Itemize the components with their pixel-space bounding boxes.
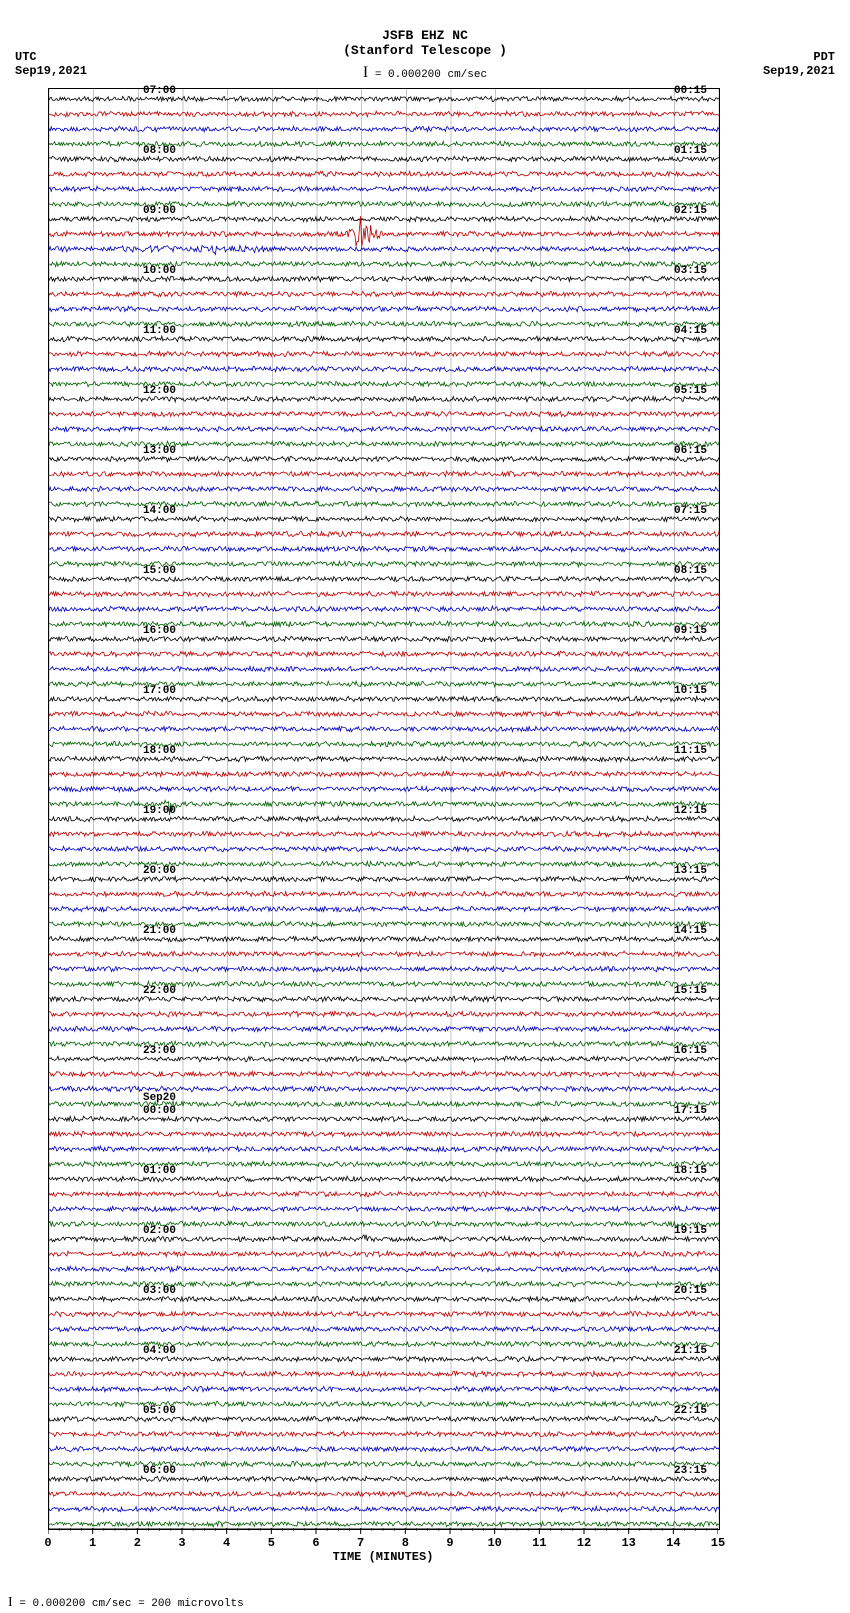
y-label-right: 21:15: [674, 1345, 707, 1357]
header: JSFB EHZ NC (Stanford Telescope ) I = 0.…: [0, 28, 850, 82]
y-label-right: 22:15: [674, 1405, 707, 1417]
y-label-left: 04:00: [143, 1345, 176, 1357]
y-label-left: 15:00: [143, 565, 176, 577]
y-label-right: 02:15: [674, 205, 707, 217]
y-label-right: 11:15: [674, 745, 707, 757]
y-label-right: 16:15: [674, 1045, 707, 1057]
y-label-right: 13:15: [674, 865, 707, 877]
y-label-left: 12:00: [143, 385, 176, 397]
y-label-left-date: Sep20: [143, 1092, 176, 1104]
y-label-right: 08:15: [674, 565, 707, 577]
x-tick-label: 3: [178, 1536, 185, 1550]
x-tick-label: 7: [357, 1536, 364, 1550]
x-tick-label: 14: [666, 1536, 680, 1550]
y-label-left: 05:00: [143, 1405, 176, 1417]
y-label-right: 20:15: [674, 1285, 707, 1297]
x-tick-label: 9: [446, 1536, 453, 1550]
y-label-left: 00:00: [143, 1105, 176, 1117]
y-label-left: 06:00: [143, 1465, 176, 1477]
x-axis-label: TIME (MINUTES): [48, 1550, 718, 1564]
x-tick-label: 10: [487, 1536, 501, 1550]
y-label-right: 07:15: [674, 505, 707, 517]
y-label-right: 19:15: [674, 1225, 707, 1237]
x-tick-label: 2: [134, 1536, 141, 1550]
x-tick-label: 15: [711, 1536, 725, 1550]
y-label-left: 09:00: [143, 205, 176, 217]
timezone-right: PDT: [813, 50, 835, 64]
y-label-right: 03:15: [674, 265, 707, 277]
y-label-right: 10:15: [674, 685, 707, 697]
station-title: JSFB EHZ NC: [0, 28, 850, 43]
date-left: Sep19,2021: [15, 64, 87, 78]
x-tick-label: 13: [621, 1536, 635, 1550]
y-label-right: 09:15: [674, 625, 707, 637]
y-label-left: 13:00: [143, 445, 176, 457]
y-label-right: 01:15: [674, 145, 707, 157]
scale-indicator: I = 0.000200 cm/sec: [0, 64, 850, 82]
x-tick-label: 4: [223, 1536, 230, 1550]
y-label-left: 02:00: [143, 1225, 176, 1237]
y-label-right: 17:15: [674, 1105, 707, 1117]
y-label-left: 20:00: [143, 865, 176, 877]
timezone-left: UTC: [15, 50, 37, 64]
x-tick-label: 6: [312, 1536, 319, 1550]
seismogram-container: JSFB EHZ NC (Stanford Telescope ) I = 0.…: [0, 0, 850, 1613]
y-label-left: 11:00: [143, 325, 176, 337]
station-subtitle: (Stanford Telescope ): [0, 43, 850, 58]
y-label-left: 17:00: [143, 685, 176, 697]
y-label-right: 23:15: [674, 1465, 707, 1477]
y-label-left: 07:00: [143, 85, 176, 97]
x-tick-label: 0: [44, 1536, 51, 1550]
y-label-left: 08:00: [143, 145, 176, 157]
x-tick-label: 5: [268, 1536, 275, 1550]
y-label-left: 16:00: [143, 625, 176, 637]
date-right: Sep19,2021: [763, 64, 835, 78]
footer-scale: I = 0.000200 cm/sec = 200 microvolts: [8, 1595, 244, 1611]
y-label-right: 18:15: [674, 1165, 707, 1177]
y-label-right: 00:15: [674, 85, 707, 97]
y-label-left: 18:00: [143, 745, 176, 757]
y-label-left: 23:00: [143, 1045, 176, 1057]
y-label-left: 19:00: [143, 805, 176, 817]
x-tick-label: 11: [532, 1536, 546, 1550]
y-label-left: 21:00: [143, 925, 176, 937]
y-label-right: 04:15: [674, 325, 707, 337]
y-label-right: 14:15: [674, 925, 707, 937]
x-axis: TIME (MINUTES) 0123456789101112131415: [48, 1528, 718, 1568]
y-label-left: 22:00: [143, 985, 176, 997]
y-label-left: 14:00: [143, 505, 176, 517]
y-label-right: 12:15: [674, 805, 707, 817]
y-label-left: 10:00: [143, 265, 176, 277]
y-label-left: 01:00: [143, 1165, 176, 1177]
y-label-right: 15:15: [674, 985, 707, 997]
x-tick-label: 8: [402, 1536, 409, 1550]
y-label-right: 05:15: [674, 385, 707, 397]
x-tick-label: 12: [577, 1536, 591, 1550]
x-axis-ticks: [48, 1528, 718, 1548]
y-label-left: 03:00: [143, 1285, 176, 1297]
x-tick-label: 1: [89, 1536, 96, 1550]
y-label-right: 06:15: [674, 445, 707, 457]
